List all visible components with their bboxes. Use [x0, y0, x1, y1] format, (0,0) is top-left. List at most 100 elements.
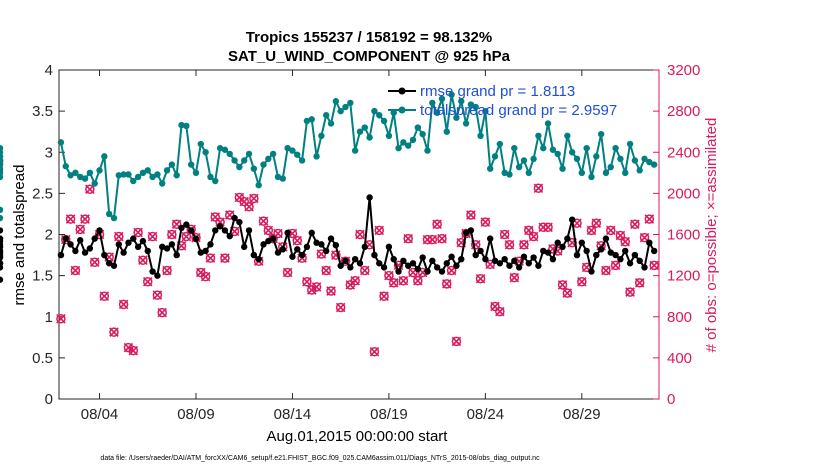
- rmse-point: [414, 265, 422, 273]
- totalspread-point: [221, 146, 229, 153]
- totalspread-point: [57, 139, 65, 146]
- obs-possible-marker: [644, 214, 655, 224]
- rmse-point: [187, 227, 195, 234]
- totalspread-point: [467, 101, 475, 108]
- obs-possible-marker: [562, 288, 573, 298]
- obs-assimilated-marker: [263, 225, 274, 236]
- totalspread-point: [269, 150, 277, 158]
- rmse-point: [130, 235, 137, 242]
- rmse-point: [318, 241, 325, 248]
- x-tick-label: 08/14: [274, 406, 312, 423]
- obs-possible-marker: [152, 290, 163, 300]
- x-tick-label: 08/24: [467, 406, 505, 423]
- totalspread-point: [617, 155, 624, 163]
- totalspread-point: [486, 165, 494, 172]
- totalspread-point: [506, 171, 513, 178]
- rmse-point: [511, 257, 518, 265]
- rmse-point: [0, 237, 4, 245]
- x-axis: 08/04 08/09 08/14 08/19 08/24 08/29: [81, 70, 601, 423]
- rmse-point: [265, 237, 272, 245]
- totalspread-point: [520, 157, 528, 164]
- totalspread-point: [303, 117, 311, 125]
- obs-assimilated-marker: [80, 214, 90, 224]
- obs-possible-marker: [408, 267, 418, 278]
- obs-possible-marker: [533, 183, 544, 193]
- obs-assimilated-marker: [350, 276, 360, 286]
- totalspread-point: [622, 169, 629, 177]
- obs-possible-marker: [244, 201, 254, 212]
- totalspread-point: [535, 132, 542, 139]
- obs-assimilated-marker: [220, 253, 230, 263]
- rmse-point: [303, 243, 311, 251]
- obs-possible-marker: [350, 276, 360, 286]
- obs-assimilated-marker: [142, 277, 153, 287]
- rmse-point: [67, 241, 74, 248]
- obs-assimilated-marker: [311, 282, 322, 292]
- totalspread-point: [429, 99, 436, 107]
- obs-possible-marker: [263, 225, 274, 236]
- rmse-point: [149, 268, 156, 275]
- totalspread-point: [81, 175, 89, 182]
- rmse-point: [231, 214, 238, 222]
- totalspread-point: [72, 169, 79, 177]
- rmse-point: [433, 264, 441, 271]
- totalspread-point: [130, 177, 137, 185]
- totalspread-point: [395, 144, 402, 152]
- rmse-point: [178, 224, 185, 232]
- totalspread-point: [67, 172, 74, 179]
- rmse-point: [573, 251, 581, 259]
- obs-assimilated-marker: [258, 216, 269, 226]
- rmse-point: [458, 255, 465, 263]
- totalspread-point: [134, 173, 142, 181]
- totalspread-point: [597, 130, 605, 138]
- obs-possible-marker: [114, 231, 124, 242]
- rmse-point: [617, 255, 624, 263]
- obs-possible-marker: [504, 240, 515, 250]
- obs-assimilated-marker: [152, 290, 163, 300]
- obs-possible-marker: [369, 346, 380, 357]
- obs-possible-marker: [451, 336, 462, 347]
- totalspread-point: [197, 140, 205, 148]
- obs-possible-marker: [625, 287, 635, 297]
- obs-assimilated-marker: [114, 231, 124, 242]
- totalspread-point: [241, 157, 248, 164]
- totalspread-point: [646, 158, 653, 166]
- obs-possible-marker: [302, 277, 312, 287]
- obs-assimilated-marker: [634, 278, 645, 288]
- rmse-point: [0, 276, 4, 283]
- totalspread-point: [178, 121, 185, 129]
- rmse-point: [622, 247, 629, 255]
- rmse-point: [395, 268, 402, 275]
- totalspread-point: [385, 132, 393, 139]
- obs-possible-marker: [577, 277, 587, 287]
- obs-assimilated-marker: [249, 193, 259, 204]
- rmse-point: [221, 227, 229, 234]
- right-axis-label: # of obs: o=possible; ×=assimilated: [703, 118, 720, 353]
- obs-possible-marker: [610, 260, 621, 271]
- left-tick-label: 0: [45, 391, 53, 408]
- rmse-point: [477, 247, 484, 255]
- obs-possible-marker: [85, 184, 95, 195]
- rmse-point: [404, 262, 412, 269]
- rmse-point: [313, 239, 320, 246]
- obs-assimilated-marker: [147, 231, 158, 242]
- obs-possible-marker: [321, 265, 331, 276]
- obs-possible-marker: [475, 273, 486, 284]
- rmse-point: [496, 260, 504, 267]
- obs-possible-marker: [586, 225, 597, 236]
- obs-assimilated-marker: [557, 280, 568, 290]
- totalspread-point: [482, 107, 489, 115]
- obs-possible-marker: [615, 230, 626, 241]
- obs-assimilated-marker: [388, 278, 399, 288]
- obs-possible-marker: [239, 196, 249, 207]
- obs-possible-marker: [495, 306, 505, 317]
- obs-assimilated-marker: [167, 229, 177, 240]
- totalspread-point: [207, 173, 214, 181]
- rmse-point: [284, 229, 291, 237]
- totalspread-point: [332, 98, 340, 105]
- totalspread-point: [361, 124, 368, 131]
- obs-possible-marker: [56, 314, 66, 324]
- totalspread-point: [144, 167, 151, 174]
- totalspread-point: [86, 169, 94, 177]
- rmse-point: [294, 246, 301, 253]
